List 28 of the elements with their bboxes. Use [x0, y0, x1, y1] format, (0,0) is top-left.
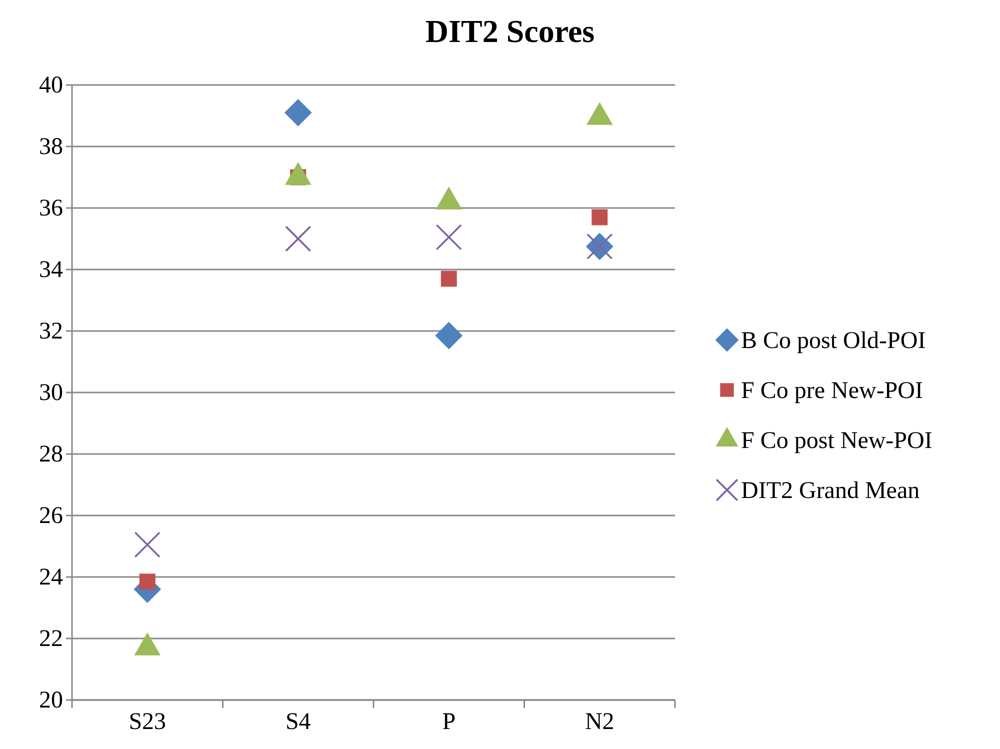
y-tick-label: 26	[39, 503, 63, 530]
point	[440, 270, 457, 287]
y-tick-label: 40	[39, 72, 63, 99]
point	[435, 322, 463, 350]
chart-title: DIT2 Scores	[425, 13, 595, 49]
legend-label: F Co post New-POI	[741, 428, 932, 454]
x-tick-label: S4	[285, 709, 311, 736]
y-tick-label: 38	[39, 134, 63, 160]
y-tick-label: 20	[39, 688, 63, 714]
legend-label: B Co post Old-POI	[741, 328, 926, 354]
y-tick-label: 32	[39, 318, 63, 345]
x-tick-label: N2	[584, 709, 614, 736]
x-tick-label: S23	[128, 709, 166, 736]
y-tick-label: 34	[39, 257, 63, 284]
point	[284, 98, 312, 126]
legend-label: F Co pre New-POI	[741, 378, 923, 404]
point	[285, 226, 312, 252]
point	[436, 224, 462, 250]
y-tick-label: 22	[39, 626, 63, 652]
point	[592, 209, 608, 226]
legend-label: DIT2 Grand Mean	[741, 478, 920, 504]
y-tick-label: 24	[39, 564, 63, 591]
y-tick-label: 28	[39, 442, 63, 468]
point	[134, 532, 160, 558]
x-tick-label: P	[442, 709, 456, 736]
point	[139, 574, 156, 590]
y-tick-label: 36	[39, 196, 63, 222]
y-tick-label: 30	[39, 380, 63, 406]
